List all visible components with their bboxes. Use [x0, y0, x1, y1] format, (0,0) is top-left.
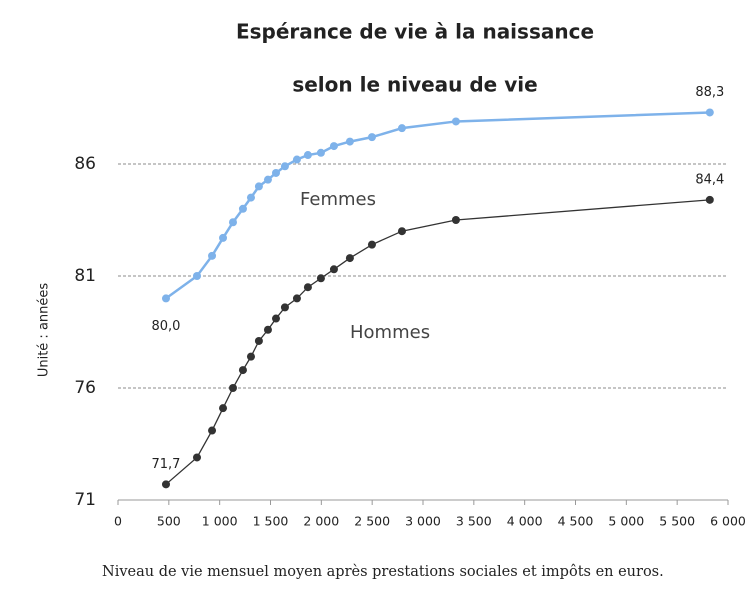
- series-line: [165, 111, 710, 300]
- data-point: [246, 193, 255, 202]
- data-point: [208, 251, 217, 260]
- data-point: [303, 151, 312, 160]
- x-tick-label: 5 000: [608, 514, 644, 529]
- data-point: [254, 182, 263, 191]
- x-tick-label: 3 500: [456, 514, 492, 529]
- x-tick-label: 3 000: [405, 514, 441, 529]
- data-point: [367, 133, 376, 142]
- data-point: [271, 168, 280, 177]
- data-point: [345, 254, 354, 263]
- x-tick-label: 1 000: [202, 514, 238, 529]
- x-tick-label: 2 500: [354, 514, 390, 529]
- data-point: [263, 325, 272, 334]
- x-tick-label: 500: [157, 514, 181, 529]
- x-tick-label: 0: [114, 514, 122, 529]
- x-tick-label: 5 500: [659, 514, 695, 529]
- x-axis-label: Niveau de vie mensuel moyen après presta…: [102, 564, 664, 580]
- data-label: 71,7: [152, 457, 181, 472]
- x-tick-label: 4 500: [558, 514, 594, 529]
- data-point: [192, 272, 201, 280]
- chart-subtitle: selon le niveau de vie: [292, 73, 537, 97]
- data-point: [451, 117, 460, 126]
- series-line: [165, 199, 710, 485]
- series-label: Femmes: [300, 189, 376, 210]
- data-label: 80,0: [152, 319, 181, 334]
- data-point: [367, 240, 376, 249]
- x-tick-label: 1 500: [253, 514, 289, 529]
- data-point: [192, 453, 201, 462]
- data-point: [345, 137, 354, 146]
- data-point: [280, 162, 289, 171]
- data-point: [316, 148, 325, 157]
- data-point: [451, 216, 460, 224]
- data-point: [329, 142, 338, 151]
- data-point: [219, 404, 228, 413]
- y-axis-label: Unité : années: [37, 283, 52, 378]
- y-tick-label: 81: [74, 266, 96, 286]
- data-point: [397, 124, 406, 133]
- series-label: Hommes: [350, 322, 430, 343]
- data-label: 88,3: [695, 85, 724, 100]
- data-point: [292, 155, 301, 164]
- data-point: [219, 233, 228, 242]
- data-point: [280, 303, 289, 312]
- data-label: 84,4: [695, 172, 724, 187]
- data-point: [303, 283, 312, 292]
- data-point: [246, 352, 255, 361]
- data-point: [238, 204, 247, 213]
- chart-title: Espérance de vie à la naissance: [236, 20, 594, 44]
- x-tick-label: 6 000: [710, 514, 746, 529]
- x-tick-label: 2 000: [303, 514, 339, 529]
- data-point: [705, 195, 714, 204]
- data-point: [208, 426, 217, 435]
- data-point: [263, 175, 272, 184]
- data-point: [228, 384, 237, 392]
- data-point: [705, 108, 714, 117]
- data-point: [329, 265, 338, 274]
- data-point: [271, 314, 280, 323]
- data-point: [397, 227, 406, 236]
- data-point: [316, 274, 325, 283]
- data-point: [238, 366, 247, 375]
- data-point: [228, 218, 237, 227]
- y-tick-label: 76: [74, 378, 96, 398]
- x-tick-label: 4 000: [507, 514, 543, 529]
- y-tick-label: 86: [74, 154, 96, 174]
- data-point: [161, 294, 170, 303]
- y-tick-label: 71: [74, 490, 96, 510]
- data-point: [161, 480, 170, 489]
- data-point: [292, 294, 301, 303]
- chart: Espérance de vie à la naissance selon le…: [37, 20, 746, 529]
- data-point: [254, 336, 263, 345]
